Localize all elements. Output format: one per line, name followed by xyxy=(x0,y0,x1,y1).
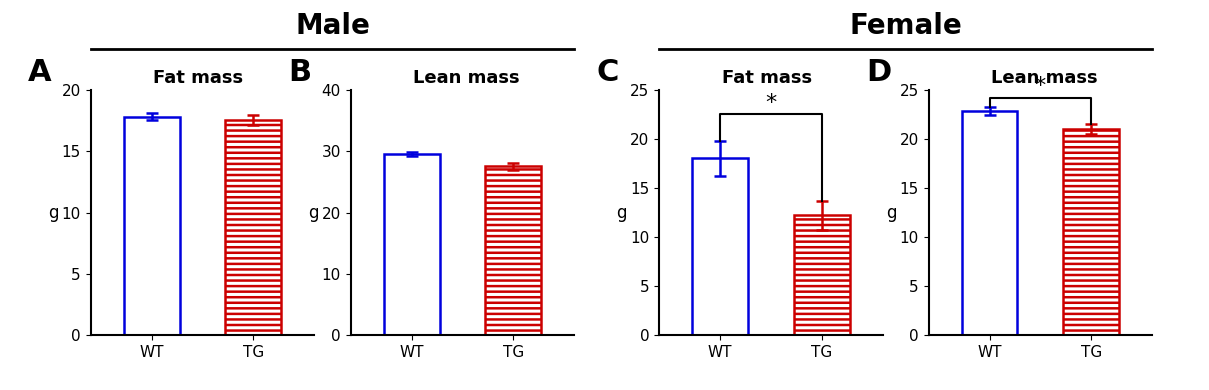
Text: Female: Female xyxy=(849,12,962,40)
Bar xyxy=(692,158,748,335)
Bar xyxy=(225,121,282,335)
Bar xyxy=(383,154,440,335)
Bar xyxy=(485,167,542,335)
Text: C: C xyxy=(596,58,619,87)
Text: *: * xyxy=(765,93,776,113)
Text: Lean mass: Lean mass xyxy=(413,69,520,87)
Text: Fat mass: Fat mass xyxy=(154,69,243,87)
Bar xyxy=(123,117,180,335)
Y-axis label: g: g xyxy=(617,204,626,222)
Bar xyxy=(1063,129,1120,335)
Bar xyxy=(793,216,850,335)
Text: *: * xyxy=(1035,76,1046,96)
Text: Lean mass: Lean mass xyxy=(991,69,1098,87)
Y-axis label: g: g xyxy=(48,204,58,222)
Text: B: B xyxy=(288,58,311,87)
Text: D: D xyxy=(866,58,891,87)
Y-axis label: g: g xyxy=(308,204,318,222)
Bar xyxy=(961,111,1018,335)
Text: A: A xyxy=(28,58,52,87)
Y-axis label: g: g xyxy=(886,204,896,222)
Text: Fat mass: Fat mass xyxy=(722,69,811,87)
Text: Male: Male xyxy=(295,12,370,40)
